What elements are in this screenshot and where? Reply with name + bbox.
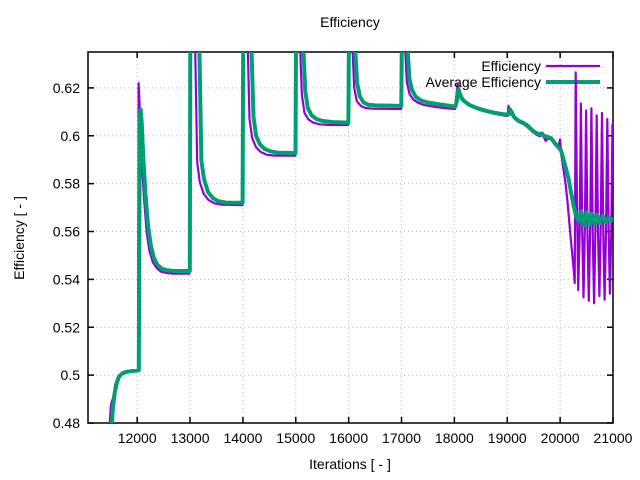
y-tick-label: 0.6 — [61, 128, 81, 144]
y-tick-label: 0.48 — [53, 415, 80, 431]
x-tick-label: 14000 — [223, 430, 262, 446]
x-tick-label: 12000 — [118, 430, 157, 446]
y-tick-label: 0.52 — [53, 319, 80, 335]
series-line-efficiency — [108, 52, 613, 423]
x-tick-label: 17000 — [382, 430, 421, 446]
y-tick-label: 0.54 — [53, 271, 80, 287]
y-tick-label: 0.58 — [53, 176, 80, 192]
x-tick-label: 15000 — [276, 430, 315, 446]
legend-entry-efficiency: Efficiency — [481, 58, 541, 74]
x-tick-label: 18000 — [435, 430, 474, 446]
x-tick-label: 20000 — [541, 430, 580, 446]
x-tick-label: 16000 — [329, 430, 368, 446]
x-tick-label: 21000 — [594, 430, 633, 446]
x-tick-label: 19000 — [488, 430, 527, 446]
y-axis-label: Efficiency [ - ] — [11, 196, 27, 280]
legend-entry-average-efficiency: Average Efficiency — [425, 74, 541, 90]
plot-border — [87, 51, 614, 424]
y-tick-label: 0.62 — [53, 80, 80, 96]
y-tick-label: 0.5 — [61, 367, 81, 383]
x-tick-label: 13000 — [171, 430, 210, 446]
series-line-average-efficiency — [110, 52, 613, 423]
y-tick-label: 0.56 — [53, 224, 80, 240]
chart-title: Efficiency — [320, 14, 380, 30]
x-axis-label: Iterations [ - ] — [309, 456, 391, 472]
